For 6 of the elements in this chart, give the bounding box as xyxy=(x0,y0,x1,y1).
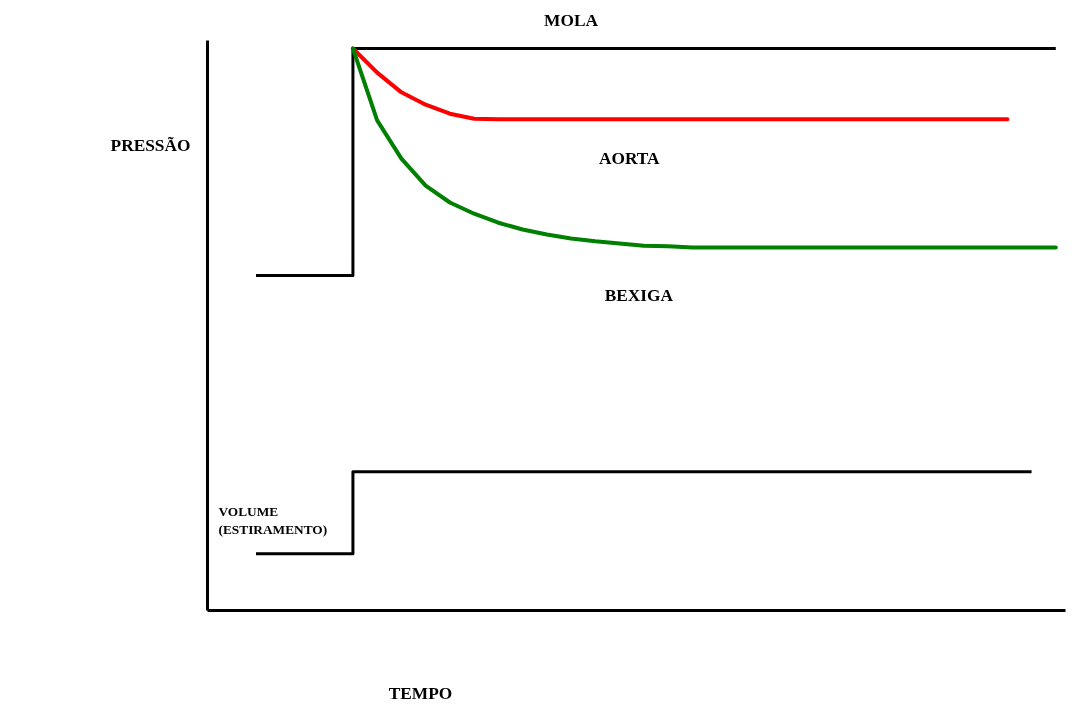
series-label: VOLUME (ESTIRAMENTO) xyxy=(218,503,328,537)
x-axis-title: TEMPO xyxy=(388,684,453,703)
series-label: MOLA xyxy=(544,10,599,30)
y-axis-title: PRESSÃO xyxy=(110,136,191,155)
series-label: AORTA xyxy=(598,149,661,169)
text: BEXIGA xyxy=(604,286,674,306)
